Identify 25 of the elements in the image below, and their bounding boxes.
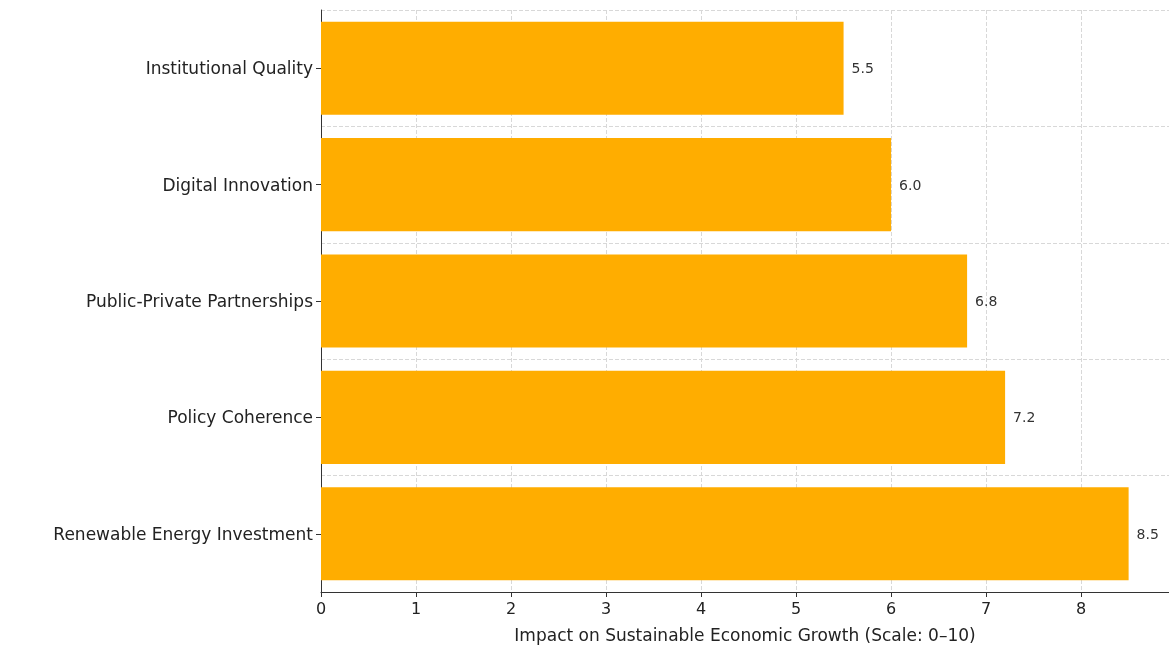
data-label: 6.0 bbox=[899, 176, 922, 193]
y-tick-label: Institutional Quality bbox=[145, 58, 313, 79]
bar bbox=[321, 370, 1006, 464]
x-tick-label: 2 bbox=[505, 598, 517, 618]
data-label: 6.8 bbox=[975, 293, 998, 309]
y-tick-label: Policy Coherence bbox=[167, 407, 313, 428]
x-tick-label: 7 bbox=[981, 598, 992, 618]
bar bbox=[321, 254, 968, 348]
x-tick-label: 0 bbox=[315, 598, 327, 618]
y-tick-label: Renewable Energy Investment bbox=[53, 523, 314, 544]
y-tick-label: Digital Innovation bbox=[162, 174, 313, 195]
x-tick-label: 1 bbox=[410, 598, 422, 618]
data-label: 8.5 bbox=[1136, 525, 1159, 542]
bar bbox=[321, 21, 844, 115]
y-tick-label: Public-Private Partnerships bbox=[86, 291, 314, 311]
data-label: 7.2 bbox=[1013, 409, 1036, 426]
x-tick-label: 8 bbox=[1076, 598, 1087, 618]
bar bbox=[321, 487, 1129, 581]
x-axis-title: Impact on Sustainable Economic Growth (Scale: 0–10) bbox=[514, 624, 976, 645]
data-label: 5.5 bbox=[851, 60, 874, 77]
x-tick-label: 4 bbox=[695, 598, 707, 618]
x-tick-label: 3 bbox=[600, 598, 612, 618]
x-tick-label: 5 bbox=[790, 598, 802, 618]
x-tick-label: 6 bbox=[885, 598, 897, 618]
bar bbox=[321, 138, 892, 232]
